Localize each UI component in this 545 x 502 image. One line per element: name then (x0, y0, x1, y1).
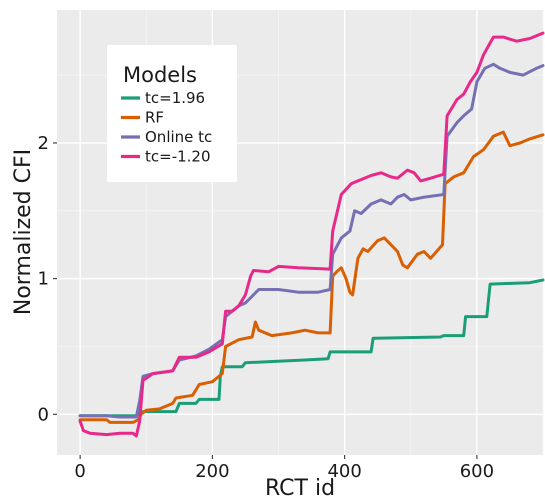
x-axis-title: RCT id (265, 476, 335, 501)
legend-label: Online tc (145, 128, 212, 146)
x-tick-label: 0 (74, 461, 85, 482)
legend-box (107, 45, 237, 182)
legend-label: tc=1.96 (145, 89, 205, 107)
x-tick-label: 600 (460, 461, 494, 482)
legend-item: RF (121, 109, 164, 127)
y-tick-label: 0 (38, 404, 49, 425)
series-lines (78, 31, 545, 438)
axis-ticks: 0 200 400 600 0 1 2 (38, 133, 495, 482)
y-axis-title: Normalized CFI (11, 149, 36, 315)
legend-item: tc=1.96 (121, 89, 205, 107)
y-tick-label: 1 (38, 269, 49, 290)
legend-item: Online tc (121, 128, 212, 146)
series-line-rf (78, 130, 545, 424)
legend-title: Models (123, 63, 197, 87)
legend-label: RF (145, 109, 164, 127)
y-tick-label: 2 (38, 133, 49, 154)
x-tick-label: 400 (327, 461, 361, 482)
legend-item: tc=-1.20 (121, 148, 211, 166)
series-line-tc-1-20 (78, 31, 545, 438)
legend-label: tc=-1.20 (145, 148, 211, 166)
x-tick-label: 200 (195, 461, 229, 482)
series-line-tc-1-96 (78, 278, 545, 418)
